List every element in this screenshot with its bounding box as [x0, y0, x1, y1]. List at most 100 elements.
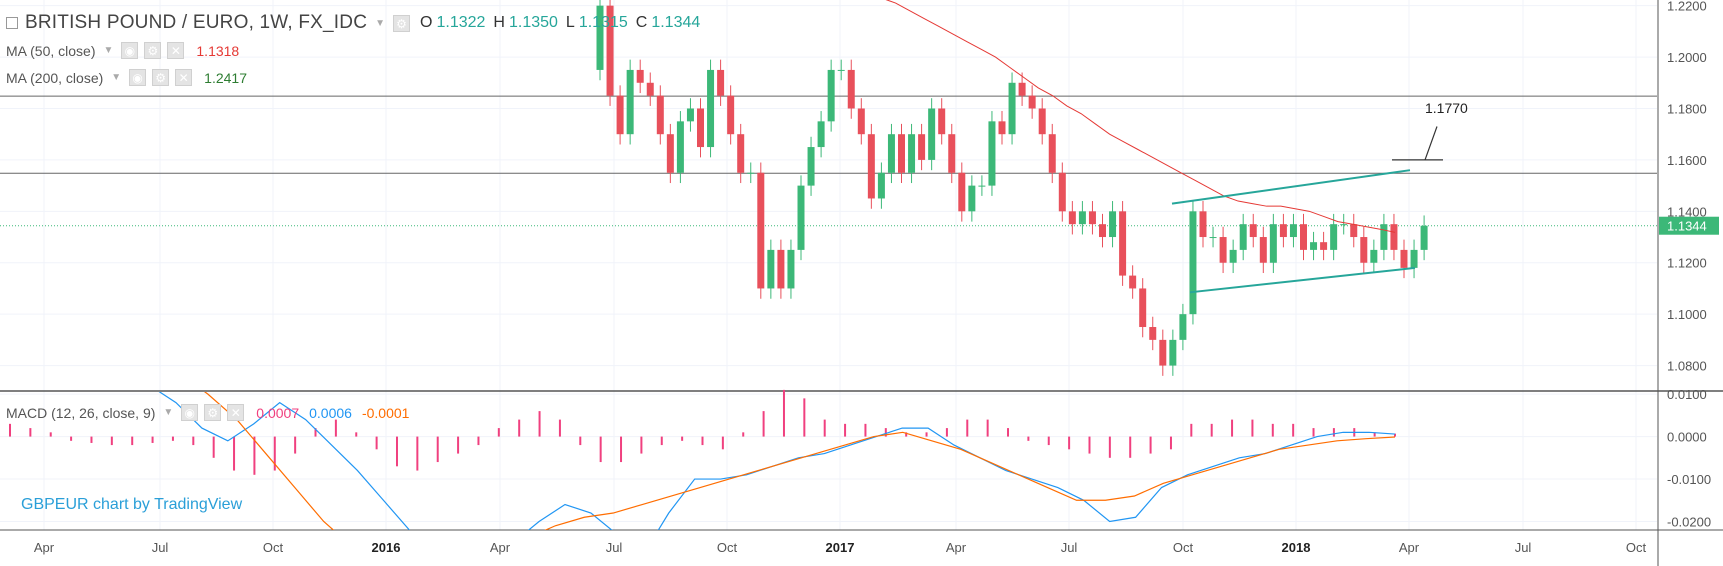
ma200-value: 1.2417: [204, 69, 247, 86]
eye-icon[interactable]: ◉: [181, 404, 199, 421]
candle-body: [1078, 211, 1086, 225]
open-value: 1.1322: [436, 14, 486, 31]
candle-body: [1119, 211, 1127, 276]
candle-body: [1058, 172, 1066, 212]
candle-body: [857, 108, 865, 135]
candle-body: [1249, 224, 1257, 238]
settings-icon[interactable]: ⚙: [152, 69, 170, 86]
eye-icon[interactable]: ◉: [129, 69, 147, 86]
candle-body: [676, 121, 684, 173]
candle-body: [1018, 82, 1026, 96]
candle-body: [1159, 339, 1167, 366]
candle-body: [1149, 327, 1157, 340]
chevron-down-icon[interactable]: ▼: [163, 407, 174, 418]
candle-body: [988, 121, 996, 186]
close-icon[interactable]: ✕: [167, 42, 185, 59]
ma50-line: [885, 0, 1396, 233]
candle-body: [817, 121, 825, 148]
close-icon[interactable]: ✕: [175, 69, 193, 86]
chevron-down-icon[interactable]: ▼: [375, 17, 386, 29]
high-label: H: [493, 14, 505, 31]
candle-body: [747, 172, 755, 174]
macd-hist-value: 0.0007: [256, 404, 300, 421]
price-tick-label: 1.1000: [1667, 307, 1707, 322]
candle-body: [1330, 224, 1338, 250]
macd-signal-line: [203, 392, 1396, 530]
candle-body: [898, 134, 905, 173]
candle-body: [887, 134, 895, 173]
macd-tick-label: -0.0100: [1667, 472, 1711, 487]
candle-body: [877, 172, 885, 199]
candle-body: [1269, 224, 1277, 263]
chevron-down-icon[interactable]: ▼: [111, 72, 122, 83]
macd-tick-label: 0.0100: [1667, 387, 1707, 402]
candle-body: [938, 108, 946, 135]
candle-body: [757, 172, 765, 289]
price-tick-label: 1.2000: [1667, 50, 1707, 65]
watermark-link[interactable]: GBPEUR chart by TradingView: [21, 496, 243, 513]
candle-body: [998, 121, 1006, 135]
candle-body: [807, 147, 815, 186]
candle-body: [1189, 211, 1197, 315]
price-tick-label: 1.1400: [1667, 204, 1707, 219]
channel-upper-line: [1171, 169, 1411, 205]
candle-body: [837, 69, 845, 71]
candle-body: [827, 69, 835, 122]
time-tick-label: Apr: [490, 540, 511, 555]
price-axis-bg: [1658, 0, 1723, 566]
candle-body: [1420, 225, 1428, 250]
candle-body: [707, 69, 715, 148]
symbol-title[interactable]: BRITISH POUND / EURO, 1W, FX_IDC: [25, 12, 368, 33]
target-leader-line: [1424, 126, 1438, 161]
candle-body: [656, 95, 664, 135]
candle-body: [1088, 211, 1096, 225]
chevron-down-icon[interactable]: ▼: [103, 45, 114, 56]
candle-body: [1028, 95, 1036, 109]
time-tick-label: Jul: [1061, 540, 1078, 555]
candle-body: [1169, 339, 1177, 366]
candle-body: [606, 5, 614, 96]
candle-body: [1340, 224, 1348, 226]
candle-body: [1259, 237, 1267, 263]
ma200-label[interactable]: MA (200, close): [6, 69, 104, 86]
last-price-badge: [1659, 216, 1719, 235]
settings-icon[interactable]: ⚙: [204, 404, 222, 421]
close-icon[interactable]: ✕: [227, 404, 245, 421]
candle-body: [978, 185, 986, 187]
time-tick-label: Oct: [717, 540, 738, 555]
candle-body: [1400, 249, 1408, 268]
macd-label[interactable]: MACD (12, 26, close, 9): [6, 404, 156, 421]
candle-body: [727, 95, 735, 135]
candle-body: [686, 108, 694, 122]
eye-icon[interactable]: ◉: [121, 42, 139, 59]
candle-body: [1219, 237, 1227, 263]
macd-legend: MACD (12, 26, close, 9) ▼ ◉ ⚙ ✕ 0.0007 0.0…: [6, 404, 409, 421]
time-tick-label: 2018: [1282, 540, 1311, 555]
candle-body: [1310, 242, 1318, 250]
candle-body: [1279, 224, 1287, 238]
settings-icon[interactable]: ⚙: [393, 14, 411, 32]
candle-body: [958, 172, 966, 212]
candle-body: [787, 249, 795, 289]
candle-body: [918, 134, 926, 160]
time-tick-label: 2017: [826, 540, 855, 555]
settings-icon[interactable]: ⚙: [144, 42, 162, 59]
target-annotation: 1.1770: [1425, 100, 1468, 116]
time-tick-label: Jul: [152, 540, 169, 555]
candle-body: [1008, 82, 1016, 135]
time-tick-label: Jul: [1515, 540, 1532, 555]
ma50-label[interactable]: MA (50, close): [6, 42, 96, 59]
candle-body: [1390, 224, 1398, 250]
candle-body: [1048, 134, 1056, 173]
high-value: 1.1350: [508, 14, 558, 31]
candle-body: [1350, 224, 1358, 238]
candle-body: [1410, 249, 1418, 268]
price-tick-label: 1.1800: [1667, 101, 1707, 116]
open-label: O: [420, 14, 433, 31]
low-value: 1.1315: [578, 14, 628, 31]
ma200-legend: MA (200, close) ▼ ◉ ⚙ ✕ 1.2417: [6, 69, 247, 86]
close-value: 1.1344: [651, 14, 701, 31]
price-tick-label: 1.1600: [1667, 153, 1707, 168]
symbol-icon[interactable]: [6, 17, 18, 29]
